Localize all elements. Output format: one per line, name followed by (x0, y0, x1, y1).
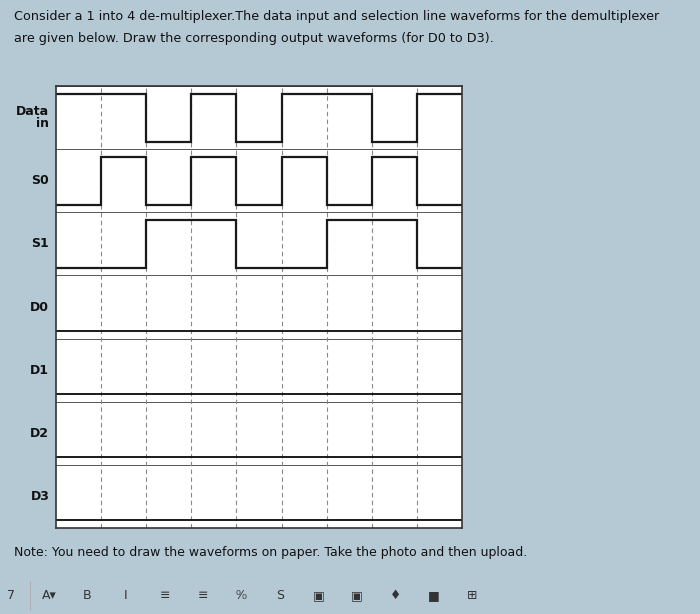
Text: ≡: ≡ (160, 589, 169, 602)
Text: are given below. Draw the corresponding output waveforms (for D0 to D3).: are given below. Draw the corresponding … (14, 32, 493, 45)
Text: D1: D1 (30, 363, 49, 376)
Text: A▾: A▾ (41, 589, 57, 602)
Text: I: I (124, 589, 128, 602)
Text: ≡: ≡ (198, 589, 209, 602)
Text: S1: S1 (32, 238, 49, 251)
Text: D3: D3 (30, 490, 49, 503)
Text: 7: 7 (6, 589, 15, 602)
Text: ▣: ▣ (351, 589, 363, 602)
Text: Data
in: Data in (16, 105, 49, 130)
Text: B: B (83, 589, 92, 602)
Text: S: S (276, 589, 284, 602)
Text: S0: S0 (32, 174, 49, 187)
Text: ⁰⁄₀: ⁰⁄₀ (236, 589, 247, 602)
Text: ♦: ♦ (390, 589, 401, 602)
Text: ■: ■ (428, 589, 440, 602)
Text: D0: D0 (30, 300, 49, 314)
Text: D2: D2 (30, 427, 49, 440)
Text: ⊞: ⊞ (468, 589, 478, 602)
Text: Consider a 1 into 4 de-multiplexer.The data input and selection line waveforms f: Consider a 1 into 4 de-multiplexer.The d… (14, 9, 659, 23)
Text: ▣: ▣ (313, 589, 324, 602)
Text: Note: You need to draw the waveforms on paper. Take the photo and then upload.: Note: You need to draw the waveforms on … (14, 546, 527, 559)
